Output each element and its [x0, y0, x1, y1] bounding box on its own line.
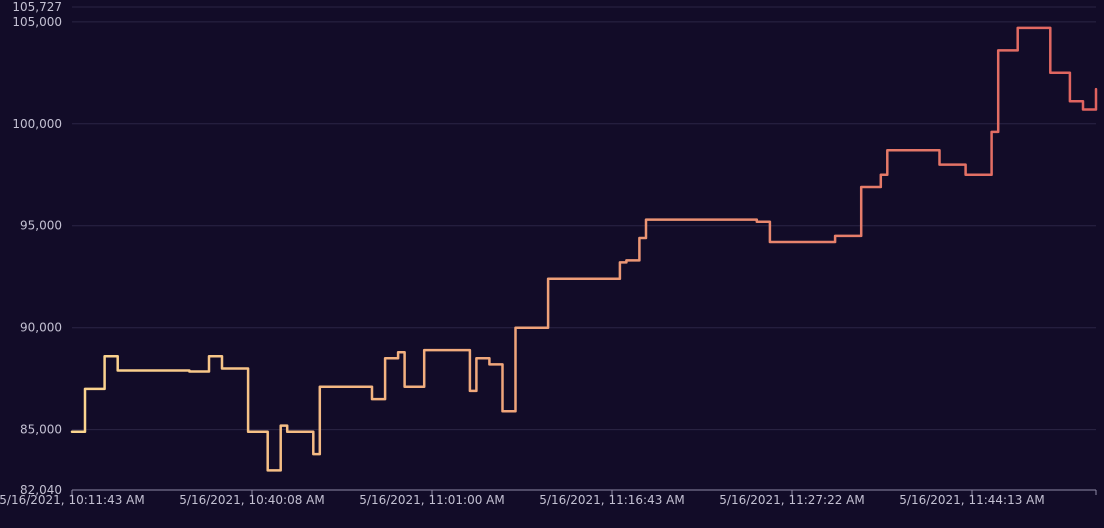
y-tick-label: 85,000 — [20, 423, 62, 437]
x-tick-label: 5/16/2021, 10:40:08 AM — [179, 493, 324, 507]
x-axis-ticks — [71, 490, 1097, 495]
x-tick-label: 5/16/2021, 11:16:43 AM — [539, 493, 684, 507]
y-tick-label: 105,727 — [12, 0, 62, 14]
y-axis-labels: 82,040 85,000 90,000 95,000 100,000 105,00010… — [12, 0, 62, 497]
x-tick-label: 5/16/2021, 10:11:43 AM — [0, 493, 145, 507]
y-tick-label: 105,000 — [12, 15, 62, 29]
grid-lines — [72, 6, 1096, 431]
x-tick-label: 5/16/2021, 11:27:22 AM — [719, 493, 864, 507]
x-tick-label: 5/16/2021, 11:44:13 AM — [899, 493, 1044, 507]
series-line — [70, 26, 1098, 472]
x-tick-label: 5/16/2021, 11:01:00 AM — [359, 493, 504, 507]
y-tick-label: 100,000 — [12, 117, 62, 131]
x-axis-labels: 5/16/2021, 10:11:43 AM 5/16/2021, 10:40:0… — [0, 493, 1045, 507]
y-tick-label: 90,000 — [20, 321, 62, 335]
y-tick-label: 82,040 — [20, 483, 62, 497]
y-tick-label: 95,000 — [20, 219, 62, 233]
